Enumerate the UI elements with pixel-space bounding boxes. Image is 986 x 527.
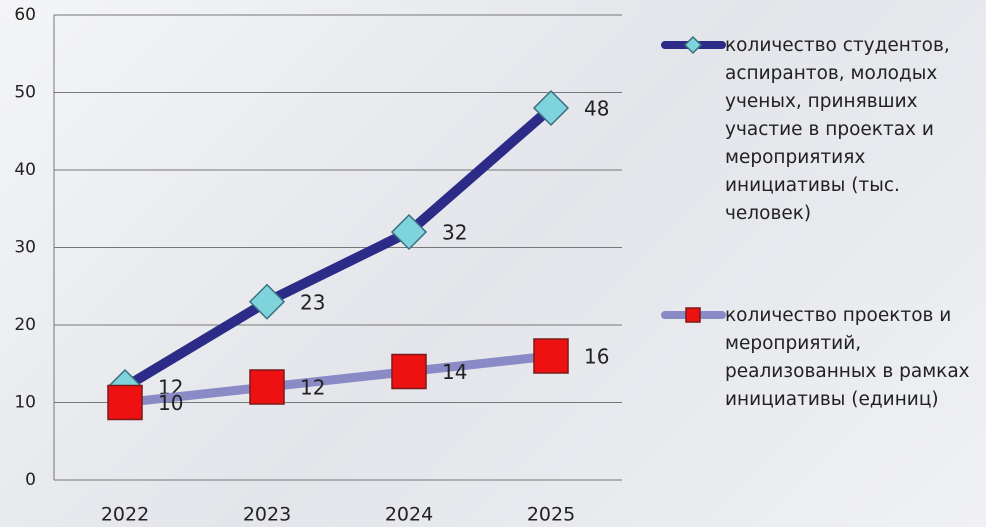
legend-marker [685,307,701,323]
marker [107,384,143,421]
x-tick-label: 2025 [527,504,575,526]
marker [249,369,285,405]
y-tick-label: 20 [14,315,36,335]
x-tick-label: 2022 [101,504,149,526]
data-label: 23 [300,290,325,314]
x-tick-label: 2024 [385,504,433,526]
y-tick-label: 30 [14,238,36,258]
marker [533,338,569,374]
marker [532,89,570,127]
y-tick-label: 50 [14,83,36,103]
marker [390,213,428,251]
series-line [120,103,556,392]
series-line [120,351,556,407]
marker [248,283,286,320]
legend-label: количество проектов и мероприятий, реали… [725,305,970,410]
marker [391,353,427,390]
data-label: 32 [442,221,467,245]
data-label: 48 [584,97,609,121]
y-tick-label: 40 [14,160,36,180]
data-label: 10 [158,391,183,415]
data-label: 12 [300,376,325,400]
x-tick-label: 2023 [243,504,291,526]
data-label: 16 [584,345,609,369]
data-label: 14 [442,360,467,384]
legend-marker [683,35,703,55]
y-tick-label: 60 [14,5,36,25]
y-tick-label: 0 [25,470,36,490]
legend-label: количество студентов, аспирантов, молоды… [725,35,950,224]
y-tick-label: 10 [14,393,36,413]
